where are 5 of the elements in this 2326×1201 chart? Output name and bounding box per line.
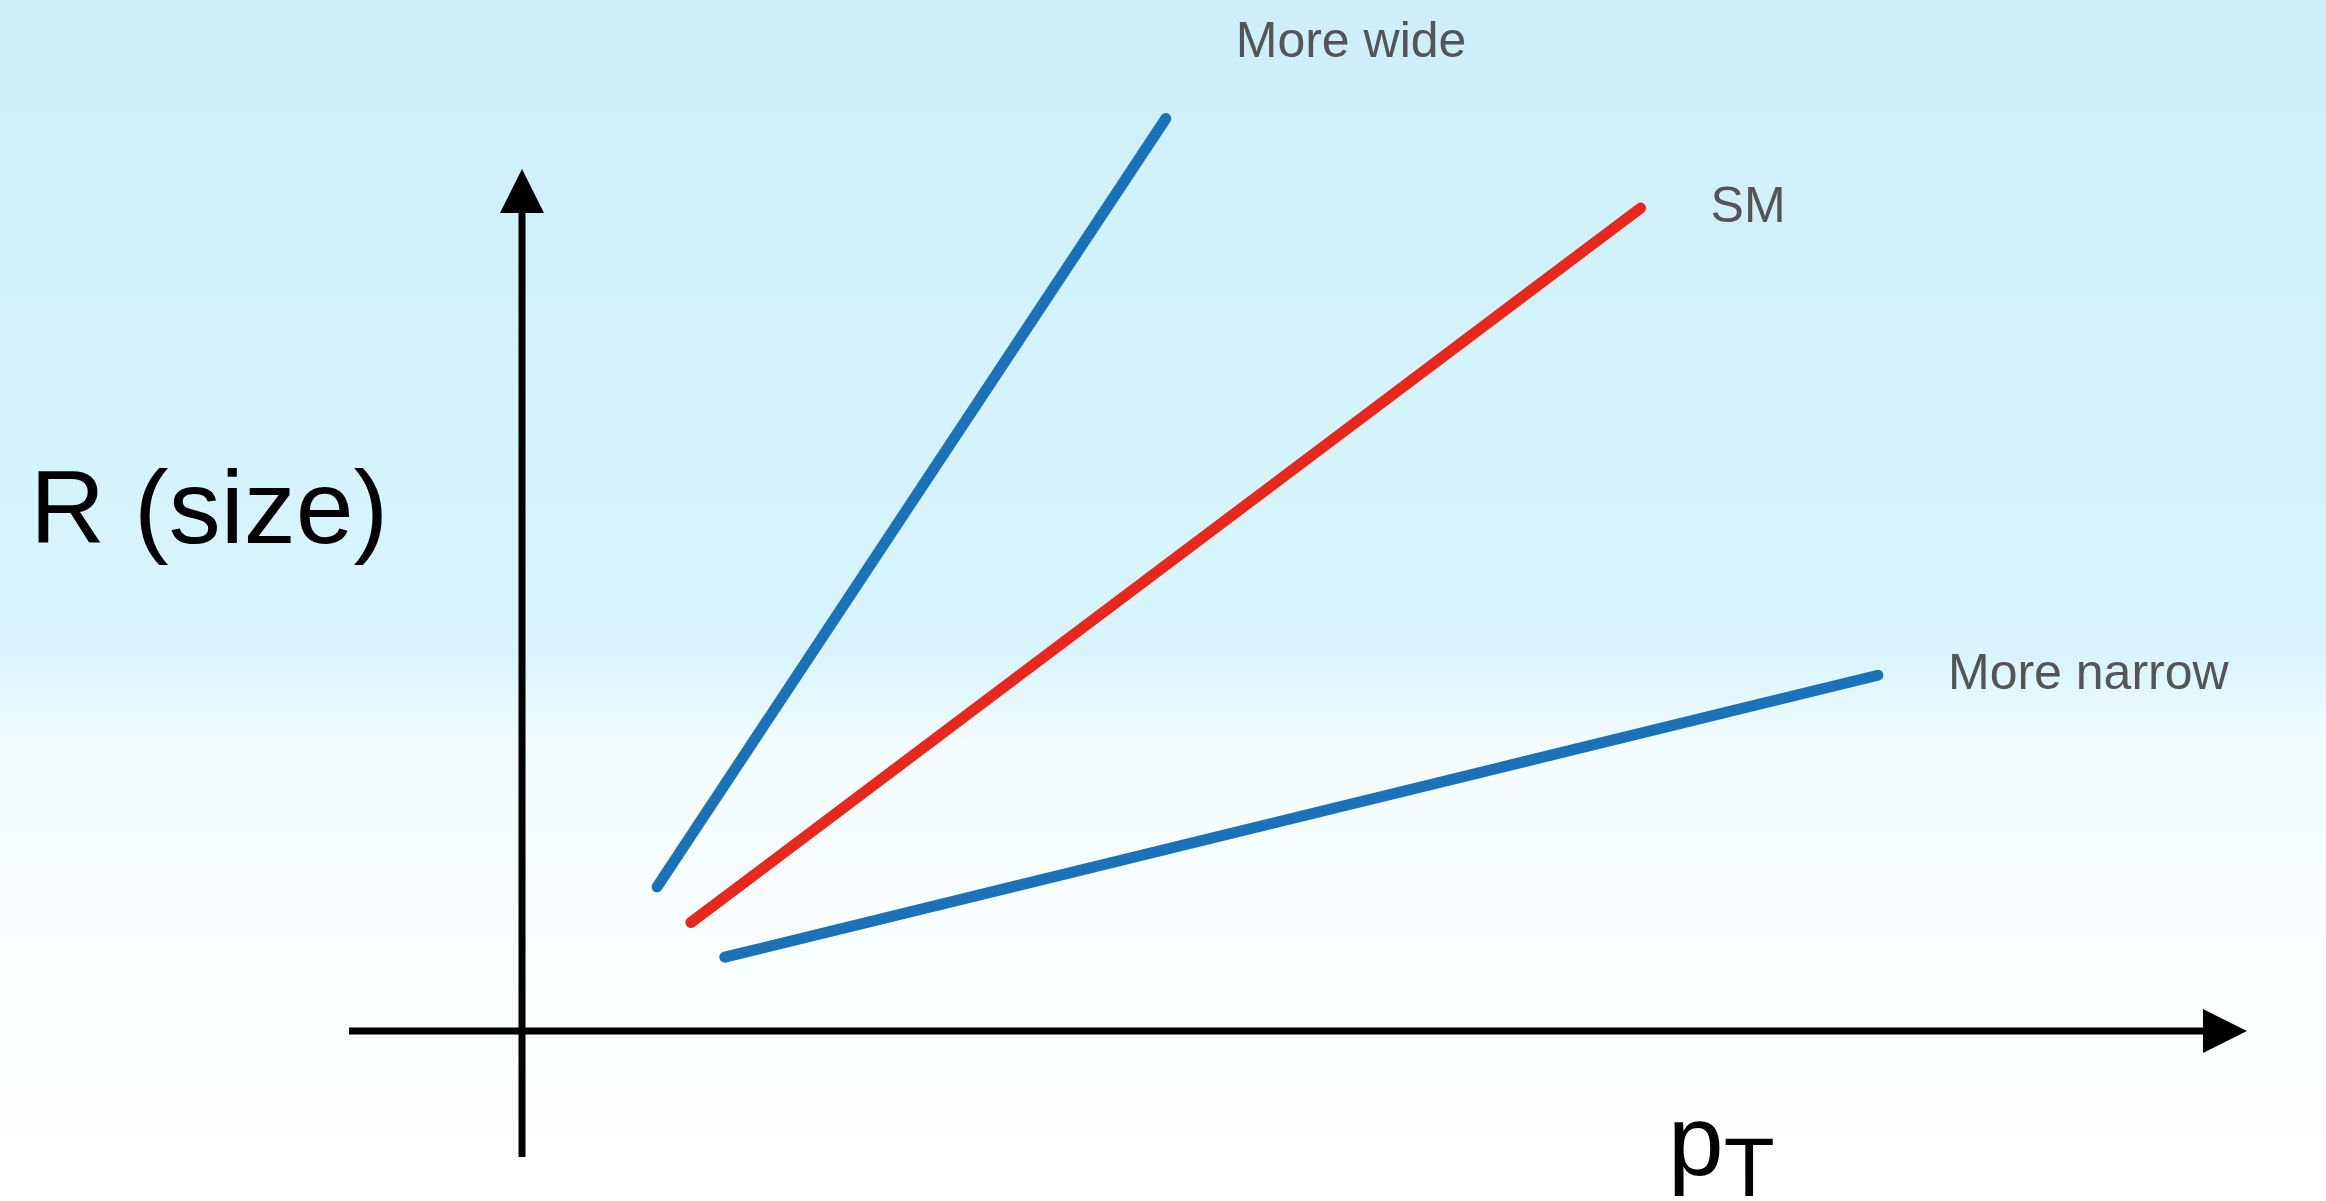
x-axis-title: p$_{T}$ [1668,1084,1775,1201]
series-label: More narrow [1948,644,2230,700]
series-label: More wide [1235,12,1467,69]
series-label: SM [1710,176,1786,233]
y-axis-title: R (size) [30,449,389,565]
